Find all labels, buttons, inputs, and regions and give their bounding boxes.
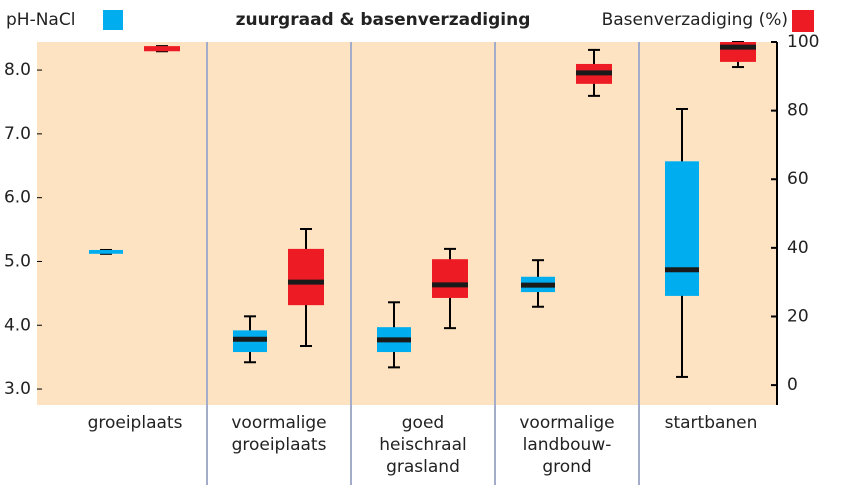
y-tick-label: 4.0 (4, 315, 31, 335)
y-tick-label: 6.0 (4, 188, 31, 208)
y2-tick-label: 40 (787, 238, 809, 258)
y2-tick-label: 80 (787, 101, 809, 121)
y2-tick-label: 100 (787, 32, 819, 52)
legend-swatch (792, 10, 814, 32)
x-tick-label: landbouw- (523, 435, 612, 455)
legend-label: pH-NaCl (6, 10, 75, 30)
x-tick-label: goed (402, 413, 444, 433)
legend-label: Basenverzadiging (%) (602, 10, 788, 30)
x-tick-label: voormalige (519, 413, 614, 433)
x-tick-label: grasland (386, 457, 460, 477)
x-tick-label: grond (542, 457, 591, 477)
x-tick-label: groeiplaats (232, 435, 327, 455)
x-tick-label: voormalige (231, 413, 326, 433)
box (432, 259, 468, 298)
box (288, 248, 324, 306)
box (89, 249, 123, 254)
y-tick-label: 7.0 (4, 124, 31, 144)
y-tick-label: 5.0 (4, 251, 31, 271)
y-tick-label: 8.0 (4, 60, 31, 80)
chart-title: zuurgraad & basenverzadiging (236, 10, 531, 30)
y2-tick-label: 0 (787, 375, 798, 395)
y-tick-label: 3.0 (4, 379, 31, 399)
y2-tick-label: 20 (787, 306, 809, 326)
x-tick-label: groeiplaats (88, 413, 183, 433)
y2-tick-label: 60 (787, 169, 809, 189)
box (144, 46, 180, 52)
box (665, 161, 699, 296)
x-tick-label: heischraal (379, 435, 466, 455)
x-tick-label: startbanen (665, 413, 758, 433)
legend-swatch (103, 10, 123, 30)
